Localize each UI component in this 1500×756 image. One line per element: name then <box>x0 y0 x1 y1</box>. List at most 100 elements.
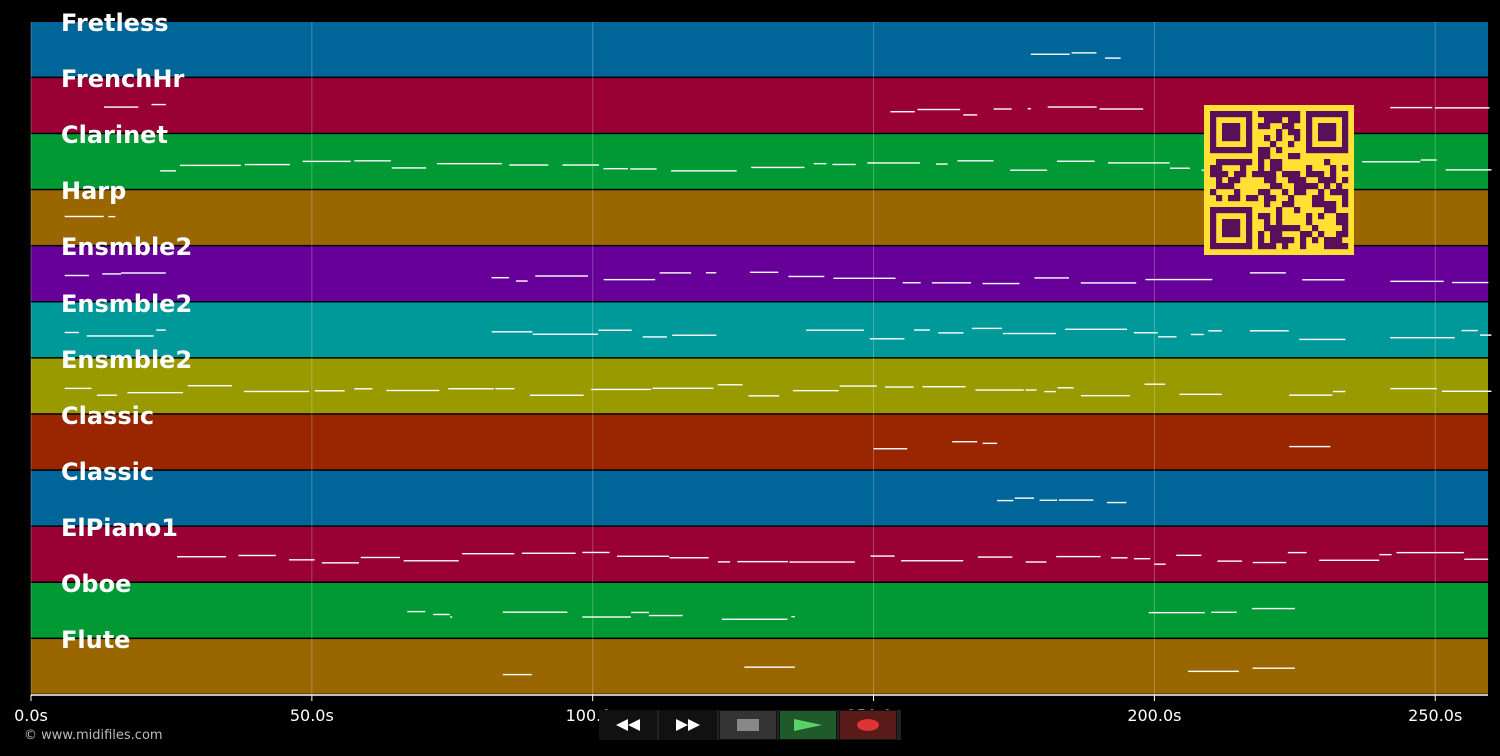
note <box>642 336 668 338</box>
note <box>737 560 788 563</box>
note <box>749 271 779 274</box>
note <box>748 395 780 397</box>
play-icon <box>794 719 822 731</box>
note <box>177 556 227 558</box>
note <box>462 552 515 555</box>
note <box>407 610 426 613</box>
note <box>1479 334 1492 336</box>
note <box>870 555 895 557</box>
play-button[interactable] <box>779 710 837 740</box>
note <box>448 388 494 390</box>
track-label: Ensmble2 <box>61 345 193 374</box>
note <box>1289 445 1331 448</box>
copyright-text: © www.midifiles.com <box>24 728 163 743</box>
note <box>491 276 509 279</box>
note <box>1211 611 1237 613</box>
note <box>975 389 1024 391</box>
note <box>890 111 915 113</box>
note <box>582 551 610 554</box>
note <box>1420 159 1437 161</box>
tick-label: 250.0s <box>1408 706 1463 725</box>
note <box>1441 390 1492 393</box>
tick-label: 0.0s <box>14 706 48 725</box>
note <box>582 616 631 618</box>
note <box>1190 333 1204 336</box>
note <box>669 557 709 559</box>
note <box>1030 53 1070 55</box>
stop-icon <box>737 719 759 731</box>
note <box>314 390 345 392</box>
note <box>1289 394 1333 396</box>
note <box>1057 387 1074 389</box>
track-label: Classic <box>61 457 155 486</box>
track-lane <box>31 414 1488 470</box>
track-label: Flute <box>61 626 131 655</box>
note <box>833 277 896 279</box>
note <box>931 282 972 284</box>
tick-label: 200.0s <box>1127 706 1182 725</box>
note <box>1287 551 1307 554</box>
qr-code <box>1204 105 1354 255</box>
note <box>598 329 632 331</box>
note <box>993 108 1012 110</box>
note <box>64 274 89 277</box>
note <box>1362 161 1421 163</box>
rewind-button[interactable] <box>599 710 657 740</box>
record-icon <box>857 719 879 731</box>
note <box>936 163 948 165</box>
note <box>433 613 450 616</box>
note <box>354 388 373 390</box>
track-label: Oboe <box>61 570 132 598</box>
note <box>972 327 1002 330</box>
note <box>867 162 920 164</box>
note <box>1056 555 1101 558</box>
note <box>832 163 856 166</box>
note <box>532 333 598 335</box>
track-lane <box>31 583 1488 638</box>
stop-button[interactable] <box>719 710 777 740</box>
fast-forward-button[interactable] <box>659 710 717 740</box>
note <box>1034 277 1069 279</box>
note <box>705 272 717 274</box>
note <box>917 108 961 111</box>
note <box>302 160 351 163</box>
note <box>982 442 998 445</box>
note <box>1133 332 1158 334</box>
note <box>1302 279 1345 281</box>
note <box>1390 336 1455 339</box>
note <box>617 555 670 557</box>
record-button[interactable] <box>839 710 897 740</box>
note <box>1461 329 1478 332</box>
note <box>806 329 865 331</box>
note <box>659 272 692 274</box>
note <box>1058 499 1094 501</box>
note <box>1396 551 1464 554</box>
note <box>386 389 440 392</box>
note <box>1299 338 1346 341</box>
note <box>289 559 315 561</box>
note <box>997 499 1014 502</box>
note <box>1445 169 1492 171</box>
tick-label: 50.0s <box>289 706 334 725</box>
track-label: Classic <box>61 401 155 430</box>
note <box>922 386 966 388</box>
note <box>717 561 731 563</box>
note <box>1044 390 1056 393</box>
note <box>64 331 79 334</box>
note <box>1148 611 1205 614</box>
note <box>630 168 657 170</box>
note <box>1144 383 1166 385</box>
note <box>751 166 805 169</box>
note <box>403 560 459 562</box>
note <box>1252 607 1295 610</box>
note <box>1145 278 1213 281</box>
track-lane <box>31 358 1488 414</box>
note <box>354 160 391 162</box>
note <box>450 616 453 618</box>
note <box>884 386 914 388</box>
note <box>1434 107 1490 109</box>
track-label: Ensmble2 <box>61 233 193 262</box>
note <box>789 561 855 563</box>
fast-forward-icon <box>676 719 700 731</box>
note <box>96 394 118 396</box>
